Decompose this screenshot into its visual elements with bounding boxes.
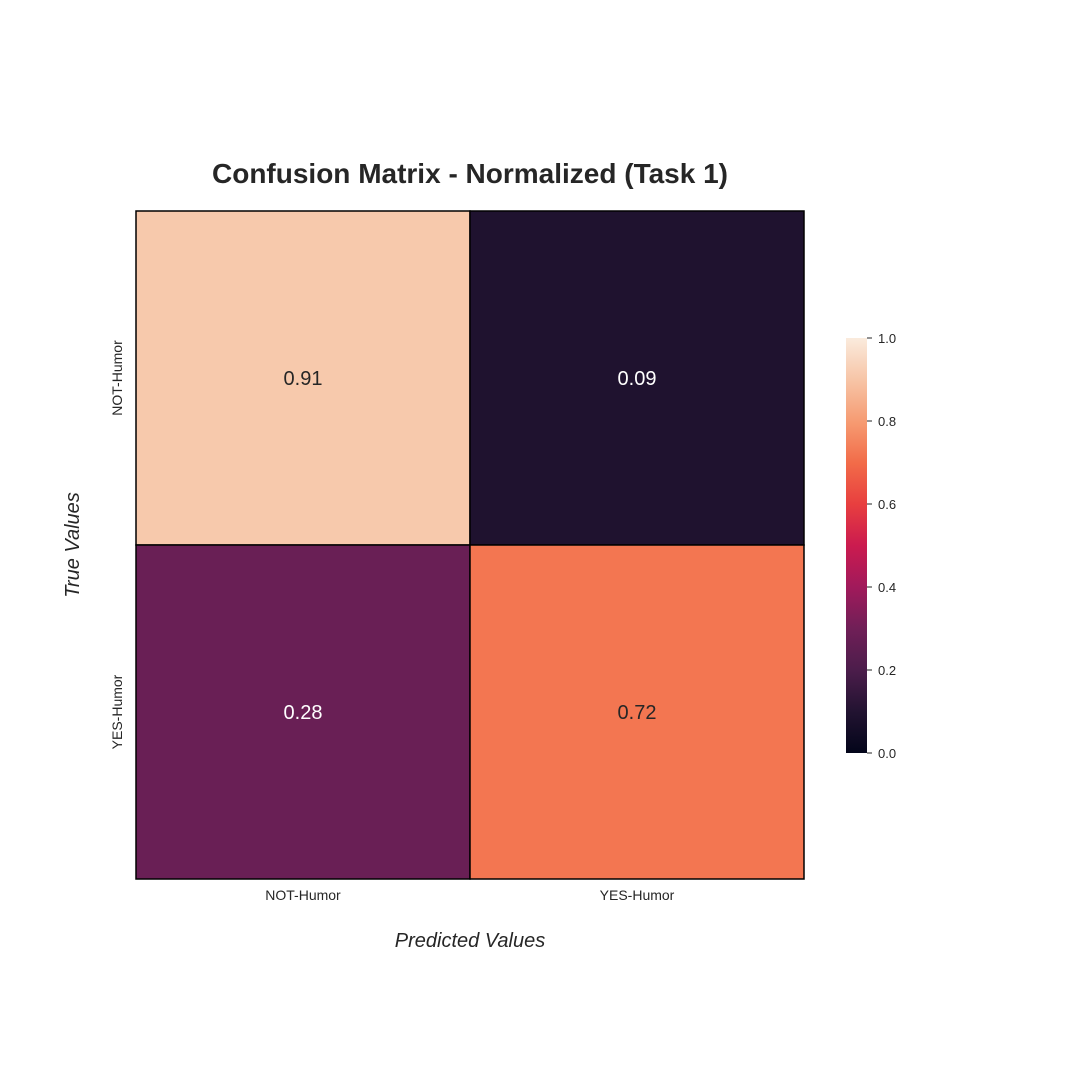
colorbar-tick-label: 0.0	[878, 746, 896, 761]
cell-value-label: 0.28	[284, 702, 323, 724]
colorbar-tick-label: 1.0	[878, 331, 896, 346]
cell-annotations: 0.91 0.09 0.28 0.72	[284, 368, 657, 724]
y-tick-label: NOT-Humor	[109, 340, 125, 416]
y-tick-label: YES-Humor	[109, 674, 125, 749]
x-tick-label: YES-Humor	[600, 887, 675, 903]
heatmap-cell	[135, 210, 471, 546]
heatmap-cell	[469, 210, 805, 546]
x-tick-labels: NOT-Humor YES-Humor	[265, 887, 674, 903]
heatmap-cell	[469, 544, 805, 880]
chart-title: Confusion Matrix - Normalized (Task 1)	[212, 158, 728, 189]
colorbar-tick-label: 0.2	[878, 663, 896, 678]
x-axis-label: Predicted Values	[395, 930, 545, 952]
colorbar-gradient	[846, 338, 867, 753]
cell-value-label: 0.72	[618, 702, 657, 724]
y-tick-labels: NOT-Humor YES-Humor	[109, 340, 125, 749]
x-tick-label: NOT-Humor	[265, 887, 341, 903]
colorbar-tick-label: 0.8	[878, 414, 896, 429]
cell-value-label: 0.91	[284, 368, 323, 390]
colorbar-tick-label: 0.4	[878, 580, 896, 595]
colorbar: 0.0 0.2 0.4 0.6 0.8 1.0	[846, 331, 896, 761]
heatmap-cells	[135, 210, 805, 880]
colorbar-tick-label: 0.6	[878, 497, 896, 512]
heatmap-cell	[135, 544, 471, 880]
y-axis-label: True Values	[62, 492, 84, 598]
cell-value-label: 0.09	[618, 368, 657, 390]
